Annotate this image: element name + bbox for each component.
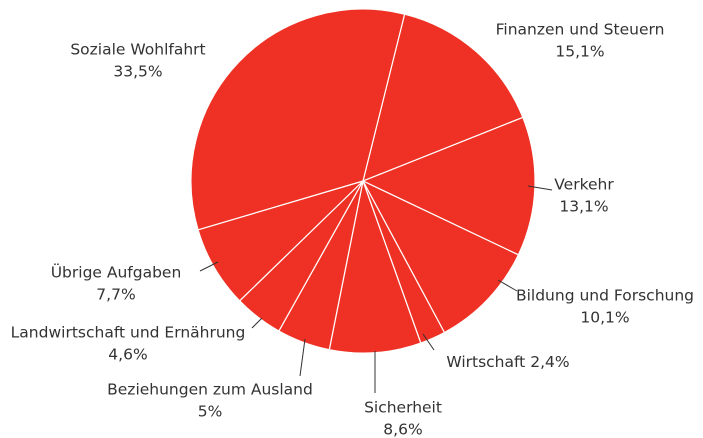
value-label: 4,6% (108, 346, 147, 364)
value-label: 2,4% (530, 353, 569, 371)
value-label: 5% (198, 403, 223, 421)
category-label: Bildung und Forschung (516, 287, 694, 305)
category-label: Sicherheit (364, 399, 442, 417)
pie-slice (362, 13, 524, 182)
pie-slice (361, 179, 520, 334)
leader-line (497, 279, 518, 292)
value-label: 10,1% (580, 309, 629, 327)
category-label: Beziehungen zum Ausland (107, 381, 313, 399)
value-label: 33,5% (113, 63, 162, 81)
leader-line (251, 317, 263, 329)
leader-line (299, 338, 306, 377)
value-label: 7,7% (96, 286, 135, 304)
category-label: Verkehr (554, 176, 614, 194)
value-label: 13,1% (559, 198, 608, 216)
pie-slice (190, 8, 406, 231)
pie-slice (361, 116, 536, 256)
category-label: Wirtschaft (446, 353, 525, 371)
category-label: Finanzen und Steuern (496, 21, 665, 39)
leader-line (422, 333, 435, 351)
category-label: Landwirtschaft und Ernährung (11, 324, 246, 342)
category-label: Übrige Aufgaben (51, 263, 182, 282)
category-label: Soziale Wohlfahrt (70, 41, 205, 59)
value-label: 8,6% (383, 421, 422, 438)
slice-label: Wirtschaft 2,4% (446, 353, 569, 371)
value-label: 15,1% (555, 43, 604, 61)
leader-line (199, 261, 219, 272)
leader-line (527, 185, 553, 191)
